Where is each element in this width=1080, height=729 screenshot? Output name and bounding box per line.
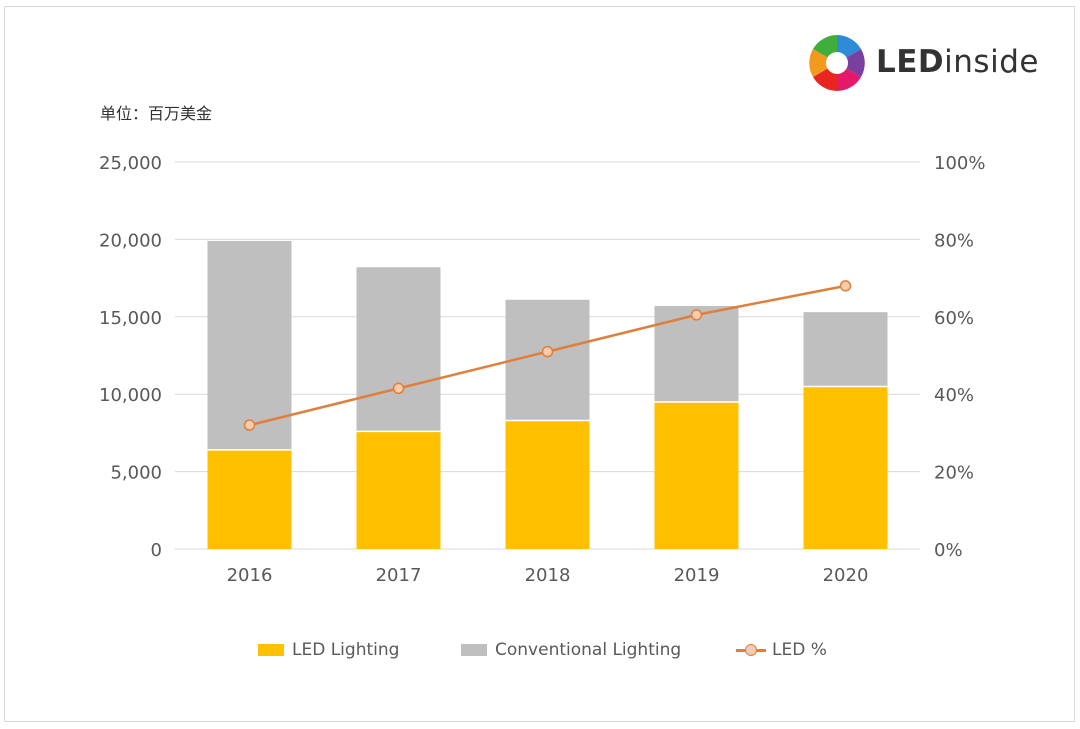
x-tick-label: 2018 bbox=[525, 565, 571, 586]
y2-tick-label: 0% bbox=[934, 540, 963, 561]
legend-item-led-lighting: LED Lighting bbox=[258, 640, 399, 660]
bar-led-lighting bbox=[207, 449, 292, 549]
bar-led-lighting bbox=[356, 431, 441, 549]
y2-tick-label: 40% bbox=[934, 385, 974, 406]
legend-swatch-led-percent bbox=[736, 644, 766, 656]
y2-tick-label: 60% bbox=[934, 308, 974, 329]
point-led-percent bbox=[243, 419, 256, 431]
point-led-percent bbox=[541, 345, 554, 358]
bar-conventional-lighting bbox=[803, 312, 888, 387]
bar-conventional-lighting bbox=[207, 240, 292, 450]
bar-led-lighting bbox=[803, 386, 888, 549]
x-tick-label: 2019 bbox=[674, 565, 720, 586]
x-tick-label: 2020 bbox=[823, 565, 869, 586]
y2-tick-label: 20% bbox=[934, 463, 974, 484]
point-led-percent bbox=[839, 280, 852, 292]
y-tick-label: 0 bbox=[151, 540, 162, 561]
y2-tick-label: 100% bbox=[934, 153, 985, 174]
x-tick-label: 2017 bbox=[376, 565, 422, 586]
ledinside-logo-icon bbox=[808, 34, 866, 92]
legend: LED Lighting Conventional Lighting LED % bbox=[0, 640, 1080, 664]
bar-led-lighting bbox=[505, 420, 590, 549]
bar-conventional-lighting bbox=[356, 267, 441, 432]
point-led-percent bbox=[690, 309, 703, 321]
unit-label: 单位：百万美金 bbox=[100, 104, 213, 123]
y2-tick-label: 80% bbox=[934, 230, 974, 251]
point-led-percent bbox=[392, 382, 405, 395]
ledinside-logo: LEDinside bbox=[806, 32, 1039, 96]
legend-item-led-percent: LED % bbox=[736, 640, 827, 660]
ledinside-logo-text: LEDinside bbox=[876, 44, 1039, 80]
y-tick-label: 5,000 bbox=[110, 463, 162, 484]
legend-label-led-lighting: LED Lighting bbox=[292, 640, 400, 660]
y-tick-label: 10,000 bbox=[99, 385, 162, 406]
y-tick-label: 20,000 bbox=[99, 230, 162, 251]
y-tick-label: 15,000 bbox=[99, 308, 162, 329]
legend-label-conventional-lighting: Conventional Lighting bbox=[495, 640, 682, 660]
bar-led-lighting bbox=[654, 401, 739, 549]
y-tick-label: 25,000 bbox=[99, 153, 162, 174]
legend-label-led-percent: LED % bbox=[772, 640, 827, 660]
x-tick-label: 2016 bbox=[227, 565, 273, 586]
legend-item-conventional-lighting: Conventional Lighting bbox=[461, 640, 681, 660]
bar-conventional-lighting bbox=[505, 299, 590, 421]
legend-swatch-led-lighting bbox=[258, 644, 284, 656]
legend-swatch-conventional-lighting bbox=[461, 644, 487, 656]
